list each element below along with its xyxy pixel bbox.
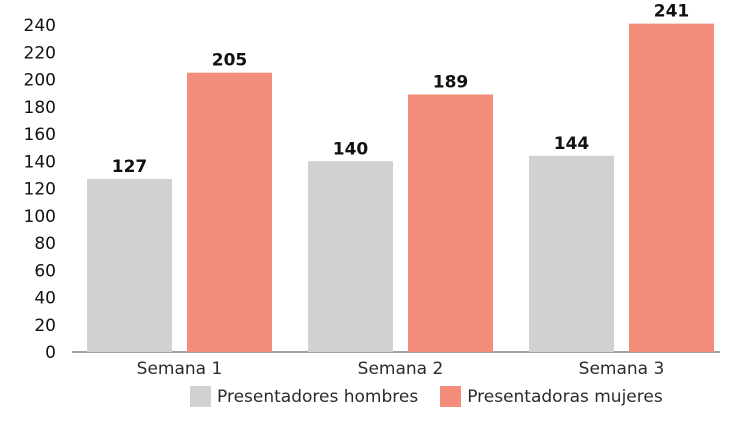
y-tick-label: 180 [24,98,56,118]
legend-label-women: Presentadoras mujeres [467,386,663,407]
y-tick-label: 0 [45,343,56,363]
bar-women [629,23,714,352]
legend-swatch-women [440,386,462,407]
legend-item-women: Presentadoras mujeres [440,386,663,407]
bar-women [187,72,272,352]
y-axis-ticks: 0 20 40 60 80 100 120 140 160 180 200 220 240 [24,16,56,363]
y-tick-label: 160 [24,125,56,145]
data-label: 205 [212,51,248,71]
data-label: 127 [112,157,148,177]
y-tick-label: 220 [24,43,56,63]
data-label: 144 [554,134,590,154]
data-label: 189 [433,72,469,92]
x-tick-label: Semana 3 [579,359,665,379]
y-tick-label: 80 [34,234,56,254]
y-tick-label: 60 [34,261,56,281]
legend-swatch-men [190,386,211,407]
bar-men [529,155,614,352]
y-tick-label: 40 [34,289,56,309]
y-tick-label: 100 [24,207,56,227]
data-label: 241 [654,2,690,22]
y-tick-label: 240 [24,16,56,36]
x-axis-ticks: Semana 1 Semana 2 Semana 3 [137,359,665,379]
data-label: 140 [333,139,369,159]
y-tick-label: 120 [24,180,56,200]
x-tick-label: Semana 1 [137,359,223,379]
y-tick-label: 20 [34,316,56,336]
bars-group: 127 205 140 189 144 241 [87,2,714,353]
bar-women [408,94,493,353]
x-tick-label: Semana 2 [358,359,444,379]
y-tick-label: 200 [24,71,56,91]
y-tick-label: 140 [24,152,56,172]
legend: Presentadores hombres Presentadoras muje… [190,386,685,407]
bar-men [308,161,393,352]
bar-men [87,178,172,352]
legend-label-men: Presentadores hombres [217,386,419,407]
legend-item-men: Presentadores hombres [190,386,418,407]
